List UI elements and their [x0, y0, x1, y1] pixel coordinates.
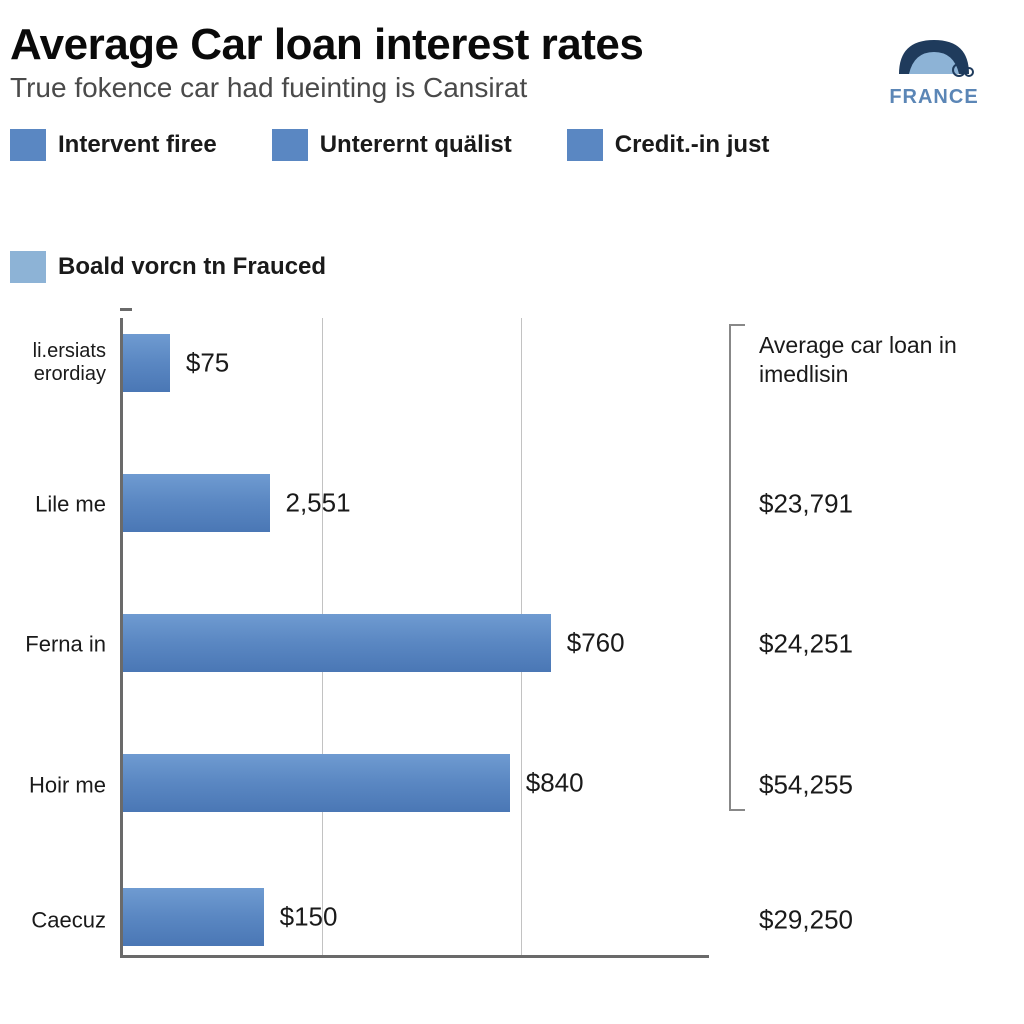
france-logo-icon [889, 30, 979, 84]
right-column-value: $23,791 [759, 488, 853, 519]
category-label: Hoir me [29, 773, 106, 798]
category-label: Lile me [35, 491, 106, 516]
legend-swatch [10, 251, 46, 283]
legend-item: Intervent firee [10, 129, 217, 161]
legend: Intervent firee Unterernt quälist Credit.-… [10, 129, 994, 283]
y-axis-labels: li.ersiats erordiay Lile me Ferna in Hoir m… [10, 318, 120, 958]
legend-label: Intervent firee [58, 131, 217, 159]
bracket [729, 324, 751, 810]
chart-area: li.ersiats erordiay Lile me Ferna in Hoir m… [10, 318, 994, 958]
chart-subtitle: True fokence car had fueinting is Cansir… [10, 72, 994, 104]
legend-item: Credit.-in just [567, 129, 770, 161]
legend-label: Boald vorcn tn Frauced [58, 253, 326, 281]
legend-swatch [567, 129, 603, 161]
category-label: Caecuz [31, 907, 106, 932]
right-column-value: $29,250 [759, 904, 853, 935]
bar-value-label: $840 [526, 768, 584, 799]
category-label: li.ersiats erordiay [10, 340, 106, 386]
legend-swatch [272, 129, 308, 161]
category-label: Ferna in [25, 632, 106, 657]
bar [123, 334, 170, 392]
axis-tick [120, 308, 132, 311]
bar [123, 614, 551, 672]
brand-logo: FRANCE [889, 30, 979, 109]
legend-swatch [10, 129, 46, 161]
legend-label: Unterernt quälist [320, 131, 512, 159]
bar [123, 474, 270, 532]
bar-value-label: $150 [280, 901, 338, 932]
right-column-value: $24,251 [759, 629, 853, 660]
infographic-root: Average Car loan interest rates True fok… [0, 0, 1024, 1024]
header: Average Car loan interest rates True fok… [10, 20, 994, 104]
bar [123, 888, 264, 946]
right-column-value: $54,255 [759, 770, 853, 801]
legend-label: Credit.-in just [615, 131, 770, 159]
legend-item: Unterernt quälist [272, 129, 512, 161]
bar-value-label: $75 [186, 347, 229, 378]
legend-item: Boald vorcn tn Frauced [10, 251, 326, 283]
bar-value-label: $760 [567, 627, 625, 658]
brand-logo-text: FRANCE [889, 86, 979, 109]
bar-value-label: 2,551 [286, 487, 351, 518]
right-column: Average car loan in imedlisin $23,791 $24,… [729, 318, 994, 958]
chart-title: Average Car loan interest rates [10, 20, 994, 70]
right-column-header: Average car loan in imedlisin [759, 331, 994, 389]
bar [123, 754, 510, 812]
plot-area: $75 2,551 $760 $840 $150 [120, 318, 709, 958]
